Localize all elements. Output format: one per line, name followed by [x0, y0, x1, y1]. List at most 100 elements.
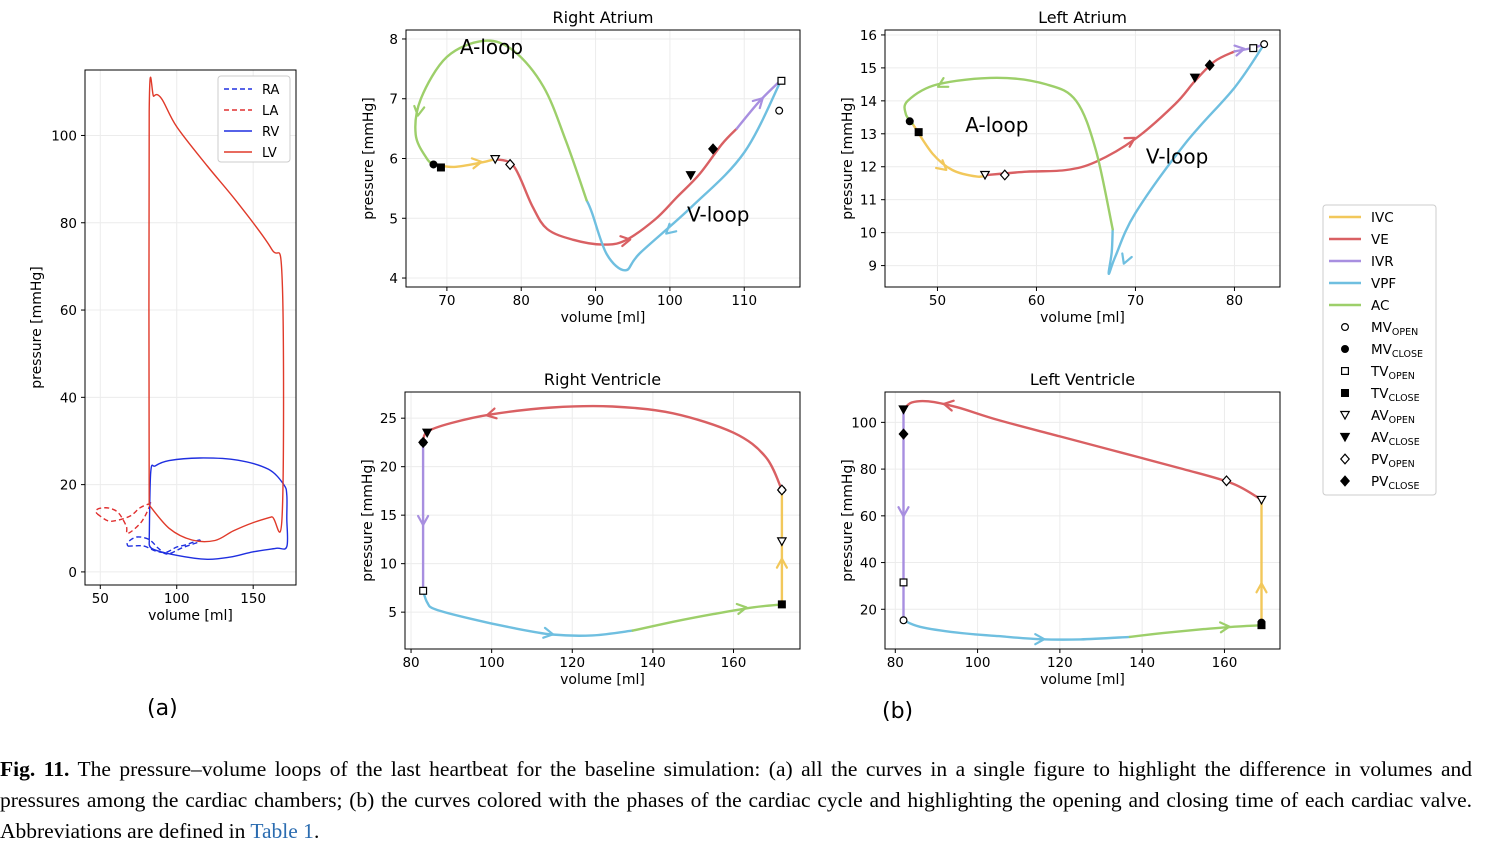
series-line-rv [148, 457, 289, 561]
x-tick-label: 100 [965, 655, 991, 671]
y-tick-label: 20 [60, 478, 77, 494]
chart-rv: 80 100 120 140 160 5 10 15 20 25 volume [ml] pressu… [360, 370, 801, 688]
y-tick-label: 5 [388, 605, 397, 621]
axes-frame [405, 29, 801, 288]
x-axis-label: volume [ml] [1040, 672, 1125, 688]
plot-area [903, 43, 1266, 276]
x-tick-label: 50 [92, 591, 109, 607]
x-tick-label: 100 [479, 655, 505, 671]
direction-arrow [417, 514, 430, 527]
valve-marker-tv-open [899, 578, 908, 587]
valve-marker-mv-close [429, 160, 438, 169]
x-tick-label: 100 [164, 591, 190, 607]
legend-label-ve: VE [1371, 232, 1389, 248]
direction-arrow [619, 235, 632, 248]
valve-marker-pv-open [999, 169, 1010, 181]
legend-label-vpf: VPF [1371, 276, 1396, 292]
x-tick-label: 80 [402, 655, 419, 671]
loop-label: V-loop [687, 202, 749, 226]
valve-marker-pv-open [776, 484, 787, 496]
chart-ra: 70 80 90 100 110 4 5 6 7 8 volume [ml] pressure [mm… [361, 8, 801, 326]
y-tick-label: 10 [380, 557, 397, 573]
phase-curve-ve [421, 404, 784, 492]
legend-marker-av-close [1339, 432, 1351, 443]
phase-legend-box [1322, 204, 1437, 496]
x-tick-label: 120 [559, 655, 585, 671]
x-tick-label: 80 [1226, 293, 1243, 309]
plot-area [413, 39, 783, 272]
valve-marker-mv-open [775, 106, 784, 115]
direction-arrow [1123, 136, 1136, 148]
y-tick-label: 60 [60, 303, 77, 319]
table-link[interactable]: Table 1 [250, 819, 314, 843]
y-axis-label: pressure [mmHg] [840, 97, 856, 220]
direction-arrow [413, 104, 426, 117]
figure-caption: Fig. 11. The pressure–volume loops of th… [0, 754, 1472, 847]
y-tick-label: 4 [389, 271, 398, 287]
series-line-la [94, 501, 152, 535]
valve-marker-av-open [979, 170, 991, 181]
y-tick-label: 80 [860, 462, 877, 478]
direction-arrow [1255, 582, 1268, 594]
axes-frame [884, 29, 1281, 288]
phase-curve-ac [414, 39, 588, 202]
valve-marker-av-close [898, 405, 909, 415]
y-axis-label: pressure [mmHg] [360, 459, 376, 582]
legend-label-ivr: IVR [1371, 254, 1394, 270]
y-tick-label: 11 [860, 193, 877, 209]
phase-curve-ve [902, 399, 1263, 502]
chart-title: Left Atrium [1038, 8, 1127, 27]
direction-arrow [1233, 44, 1246, 57]
y-tick-label: 5 [389, 211, 398, 227]
chart-title: Right Ventricle [544, 370, 661, 389]
x-tick-label: 140 [1129, 655, 1155, 671]
valve-marker-mv-open [899, 616, 908, 625]
caption-text: The pressure–volume loops of the last he… [0, 757, 1472, 843]
x-tick-label: 150 [240, 591, 266, 607]
y-tick-label: 40 [860, 556, 877, 572]
direction-arrow [1034, 633, 1046, 646]
y-tick-label: 6 [389, 152, 398, 168]
valve-marker-pv-close [708, 143, 719, 155]
panel-a-label: (a) [147, 696, 178, 721]
y-tick-label: 40 [60, 390, 77, 406]
legend-marker-pv-close [1340, 475, 1350, 487]
plot-area [417, 404, 788, 639]
valve-marker-av-open [776, 537, 788, 547]
direction-arrow [665, 222, 678, 235]
direction-arrow [1121, 252, 1133, 265]
y-tick-label: 7 [389, 92, 398, 108]
loop-label: A-loop [965, 113, 1028, 137]
direction-arrow [735, 602, 748, 615]
y-tick-label: 80 [60, 216, 77, 232]
direction-arrow [751, 97, 764, 110]
legend-marker-tv-close [1340, 389, 1349, 398]
x-tick-label: 70 [1127, 293, 1144, 309]
legend-label-tv-close: TVCLOSE [1370, 386, 1420, 404]
phase-curve-vpf [1107, 43, 1266, 276]
phase-curve-vpf [585, 78, 783, 272]
legend-label-ivc: IVC [1371, 210, 1394, 226]
axes-frame [404, 391, 801, 650]
valve-marker-pv-open [505, 158, 516, 171]
valve-marker-tv-open [1249, 44, 1258, 53]
y-tick-label: 100 [51, 128, 77, 144]
x-tick-label: 80 [887, 655, 904, 671]
y-tick-label: 15 [860, 61, 877, 77]
y-tick-label: 8 [389, 32, 398, 48]
y-tick-label: 16 [860, 28, 877, 44]
valve-marker-pv-close [1204, 59, 1215, 71]
direction-arrow [1219, 621, 1231, 634]
plot-area [897, 399, 1268, 646]
legend-label-av-open: AVOPEN [1371, 408, 1415, 426]
y-tick-label: 20 [380, 460, 397, 476]
legend-marker-pv-open [1340, 453, 1350, 465]
series-line-lv [148, 76, 285, 543]
phase-curve-ac [1128, 624, 1263, 639]
x-tick-label: 50 [929, 293, 946, 309]
plot-area [94, 76, 289, 561]
y-tick-label: 12 [860, 160, 877, 176]
y-axis-label: pressure [mmHg] [29, 266, 45, 389]
legend-label: LA [262, 104, 279, 119]
